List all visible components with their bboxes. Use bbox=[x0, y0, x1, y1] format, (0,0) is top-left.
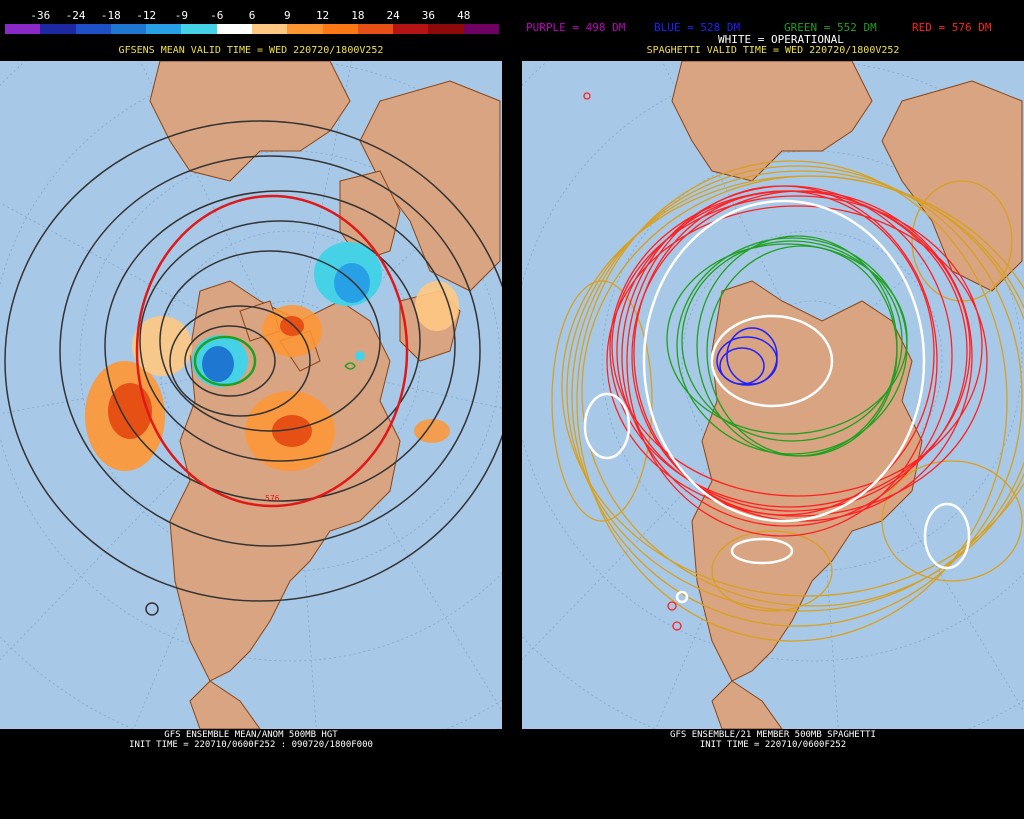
legend-tick-label: 18 bbox=[351, 9, 365, 22]
legend-swatch bbox=[463, 24, 499, 34]
legend-swatch bbox=[181, 24, 217, 34]
legend-swatch bbox=[216, 24, 252, 34]
spaghetti-map bbox=[522, 61, 1024, 729]
legend-swatch bbox=[75, 24, 111, 34]
spaghetti-footer: GFS ENSEMBLE/21 MEMBER 500MB SPAGHETTI I… bbox=[522, 730, 1024, 750]
ensemble-mean-map: 576 bbox=[0, 61, 502, 729]
mean-footer: GFS ENSEMBLE MEAN/ANOM 500MB HGT INIT TI… bbox=[0, 730, 502, 750]
legend-tick-label: -12 bbox=[136, 9, 157, 22]
mean-footer-title: GFS ENSEMBLE MEAN/ANOM 500MB HGT bbox=[164, 730, 338, 740]
legend-swatch bbox=[146, 24, 182, 34]
legend-swatch bbox=[5, 24, 41, 34]
legend-green: GREEN = 552 DM bbox=[784, 21, 877, 34]
legend-swatch bbox=[110, 24, 147, 34]
legend-tick-label: -18 bbox=[100, 9, 121, 22]
legend-swatch bbox=[322, 24, 358, 34]
legend-swatch bbox=[40, 24, 76, 34]
legend-swatch bbox=[393, 24, 429, 34]
mean-valid-time: GFSENS MEAN VALID TIME = WED 220720/1800… bbox=[118, 45, 384, 56]
legend-blue: BLUE = 528 DM bbox=[654, 21, 741, 34]
legend-red: RED = 576 DM bbox=[912, 21, 992, 34]
legend-tick-label: 6 bbox=[248, 9, 256, 22]
spaghetti-valid-time: SPAGHETTI VALID TIME = WED 220720/1800V2… bbox=[646, 45, 900, 56]
legend-tick-label: -36 bbox=[30, 9, 51, 22]
contour-label: 576 bbox=[265, 494, 280, 503]
legend-white: WHITE = OPERATIONAL bbox=[718, 33, 844, 46]
legend-tick-label: 24 bbox=[386, 9, 400, 22]
legend-tick-label: -9 bbox=[174, 9, 189, 22]
legend-tick-label: 36 bbox=[421, 9, 436, 22]
legend-tick-label: -6 bbox=[210, 9, 224, 22]
legend-purple: PURPLE = 498 DM bbox=[526, 21, 626, 34]
legend-tick-label: 48 bbox=[457, 9, 471, 22]
legend-swatch bbox=[251, 24, 288, 34]
spaghetti-footer-title: GFS ENSEMBLE/21 MEMBER 500MB SPAGHETTI bbox=[670, 730, 876, 740]
legend-swatch bbox=[287, 24, 323, 34]
legend-tick-label: 12 bbox=[315, 9, 330, 22]
anomaly-color-legend bbox=[5, 24, 499, 34]
legend-tick-label: 9 bbox=[283, 9, 291, 22]
mean-footer-init: INIT TIME = 220710/0600F252 : 090720/180… bbox=[129, 740, 373, 750]
legend-swatch bbox=[428, 24, 464, 34]
ensemble-mean-panel: -36 -24 -18 -12 -9 -6 6 9 12 18 24 36 48 GFSENS MEAN… bbox=[0, 0, 502, 819]
anomaly-legend-labels: -36 -24 -18 -12 -9 -6 6 9 12 18 24 36 48 bbox=[0, 9, 502, 22]
panel-divider bbox=[502, 0, 522, 819]
legend-tick-label: -24 bbox=[65, 9, 86, 22]
spaghetti-footer-init: INIT TIME = 220710/0600F252 bbox=[699, 740, 847, 750]
legend-swatch bbox=[357, 24, 394, 34]
spaghetti-panel: PURPLE = 498 DM BLUE = 528 DM GREEN = 55… bbox=[522, 0, 1024, 819]
